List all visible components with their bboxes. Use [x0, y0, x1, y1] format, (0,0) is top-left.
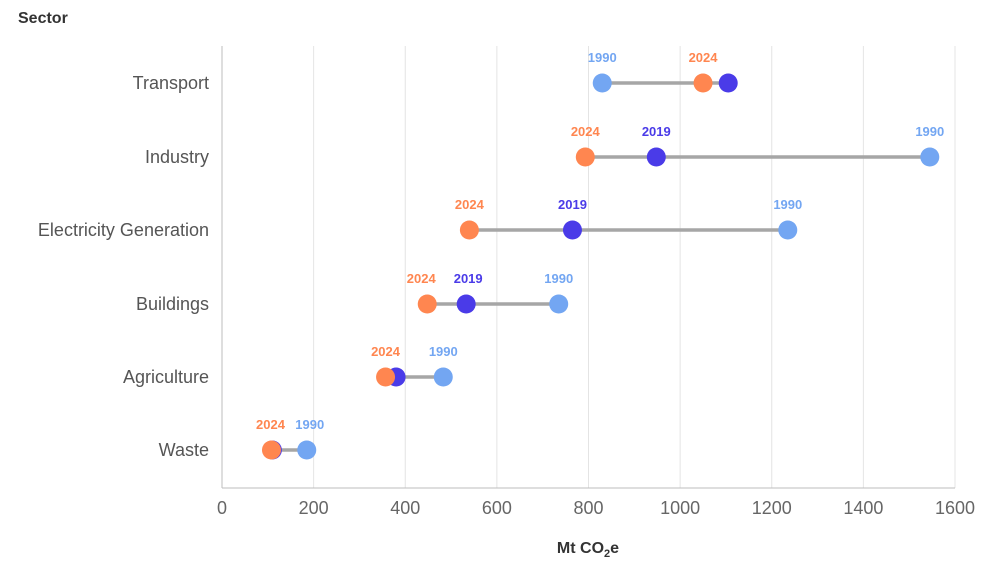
- category-labels: Transport Industry Electricity Generation B…: [38, 73, 209, 460]
- point-waste-2024: [261, 440, 281, 460]
- point-label-electricity-generation-1990: 1990: [773, 197, 802, 212]
- point-agriculture-1990: [433, 367, 453, 387]
- category-label-industry: Industry: [145, 147, 209, 167]
- point-transport-1990: [592, 73, 612, 93]
- x-axis-title-subscript: 2: [604, 548, 610, 560]
- point-label-transport-1990: 1990: [588, 50, 617, 65]
- x-tick-label-600: 600: [482, 498, 512, 518]
- point-electricity-generation-1990: [778, 220, 798, 240]
- category-label-waste: Waste: [159, 440, 209, 460]
- point-electricity-generation-2024: [459, 220, 479, 240]
- point-label-waste-1990: 1990: [295, 417, 324, 432]
- category-label-buildings: Buildings: [136, 294, 209, 314]
- point-transport-2019: [718, 73, 738, 93]
- point-agriculture-2024: [376, 367, 396, 387]
- point-label-buildings-2024: 2024: [407, 271, 437, 286]
- point-label-electricity-generation-2019: 2019: [558, 197, 587, 212]
- point-electricity-generation-2019: [562, 220, 582, 240]
- point-label-electricity-generation-2024: 2024: [455, 197, 485, 212]
- y-axis-title: Sector: [18, 10, 68, 27]
- x-tick-label-400: 400: [390, 498, 420, 518]
- point-label-waste-2024: 2024: [256, 417, 286, 432]
- x-tick-label-0: 0: [217, 498, 227, 518]
- point-label-buildings-2019: 2019: [454, 271, 483, 286]
- point-buildings-2019: [456, 294, 476, 314]
- gridlines: [221, 46, 956, 489]
- point-buildings-1990: [549, 294, 569, 314]
- point-label-industry-1990: 1990: [915, 124, 944, 139]
- x-tick-label-1000: 1000: [660, 498, 700, 518]
- category-label-electricity-generation: Electricity Generation: [38, 220, 209, 240]
- x-tick-label-800: 800: [573, 498, 603, 518]
- x-tick-label-1600: 1600: [935, 498, 975, 518]
- point-label-buildings-1990: 1990: [544, 271, 573, 286]
- x-axis-title-suffix: e: [610, 540, 619, 557]
- data-marks: 1990 2024 2024 2019 1990 2024 2019 1990 2024 2019…: [256, 50, 944, 460]
- x-tick-label-200: 200: [299, 498, 329, 518]
- x-axis-title-main: Mt CO: [557, 540, 604, 557]
- point-label-industry-2024: 2024: [571, 124, 601, 139]
- point-buildings-2024: [417, 294, 437, 314]
- point-label-industry-2019: 2019: [642, 124, 671, 139]
- point-industry-2019: [646, 147, 666, 167]
- point-waste-1990: [297, 440, 317, 460]
- point-label-agriculture-2024: 2024: [371, 344, 401, 359]
- point-transport-2024: [693, 73, 713, 93]
- x-tick-label-1400: 1400: [843, 498, 883, 518]
- x-axis-title: Mt CO2e: [557, 540, 619, 560]
- point-industry-2024: [575, 147, 595, 167]
- category-label-agriculture: Agriculture: [123, 367, 209, 387]
- point-label-transport-2024: 2024: [689, 50, 719, 65]
- x-tick-label-1200: 1200: [752, 498, 792, 518]
- category-label-transport: Transport: [133, 73, 209, 93]
- x-axis-ticks: 0 200 400 600 800 1000 1200 1400 1600: [217, 498, 975, 518]
- point-label-agriculture-1990: 1990: [429, 344, 458, 359]
- point-industry-1990: [920, 147, 940, 167]
